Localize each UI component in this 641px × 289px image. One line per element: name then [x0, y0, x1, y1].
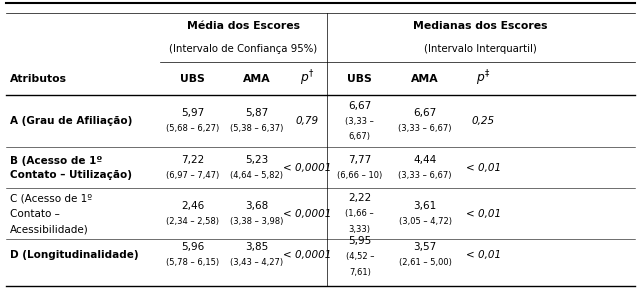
Text: (5,68 – 6,27): (5,68 – 6,27) — [166, 125, 219, 134]
Text: (5,38 – 6,37): (5,38 – 6,37) — [229, 125, 283, 134]
Text: Contato –: Contato – — [10, 209, 60, 219]
Text: UBS: UBS — [180, 74, 205, 84]
Text: < 0,0001: < 0,0001 — [283, 163, 331, 173]
Text: 5,23: 5,23 — [245, 155, 268, 165]
Text: 5,95: 5,95 — [348, 236, 371, 246]
Text: (3,33 – 6,67): (3,33 – 6,67) — [398, 125, 452, 134]
Text: 7,77: 7,77 — [348, 155, 371, 165]
Text: (3,05 – 4,72): (3,05 – 4,72) — [399, 217, 452, 226]
Text: (Intervalo Interquartil): (Intervalo Interquartil) — [424, 44, 537, 54]
Text: (5,78 – 6,15): (5,78 – 6,15) — [166, 258, 219, 267]
Text: (6,97 – 7,47): (6,97 – 7,47) — [166, 171, 219, 180]
Text: 5,97: 5,97 — [181, 108, 204, 118]
Text: 3,85: 3,85 — [245, 242, 268, 252]
Text: < 0,01: < 0,01 — [465, 250, 501, 260]
Text: Atributos: Atributos — [10, 74, 67, 84]
Text: AMA: AMA — [412, 74, 439, 84]
Text: Contato – Utilização): Contato – Utilização) — [10, 170, 131, 180]
Text: (4,64 – 5,82): (4,64 – 5,82) — [230, 171, 283, 180]
Text: 5,96: 5,96 — [181, 242, 204, 252]
Text: 6,67): 6,67) — [349, 132, 370, 141]
Text: 0,79: 0,79 — [296, 116, 319, 126]
Text: 0,25: 0,25 — [472, 116, 495, 126]
Text: (6,66 – 10): (6,66 – 10) — [337, 171, 383, 180]
Text: (Intervalo de Confiança 95%): (Intervalo de Confiança 95%) — [169, 44, 318, 54]
Text: 6,67: 6,67 — [348, 101, 371, 111]
Text: $\mathit{p}^{‡}$: $\mathit{p}^{‡}$ — [476, 69, 490, 88]
Text: 3,33): 3,33) — [349, 225, 370, 234]
Text: (3,43 – 4,27): (3,43 – 4,27) — [230, 258, 283, 267]
Text: Acessibilidade): Acessibilidade) — [10, 225, 88, 234]
Text: C (Acesso de 1º: C (Acesso de 1º — [10, 193, 92, 203]
Text: (3,33 – 6,67): (3,33 – 6,67) — [398, 171, 452, 180]
Text: Medianas dos Escores: Medianas dos Escores — [413, 21, 548, 31]
Text: 7,61): 7,61) — [349, 268, 370, 277]
Text: 2,22: 2,22 — [348, 193, 371, 203]
Text: < 0,01: < 0,01 — [465, 163, 501, 173]
Text: AMA: AMA — [242, 74, 271, 84]
Text: (2,61 – 5,00): (2,61 – 5,00) — [399, 258, 451, 267]
Text: D (Longitudinalidade): D (Longitudinalidade) — [10, 250, 138, 260]
Text: UBS: UBS — [347, 74, 372, 84]
Text: (4,52 –: (4,52 – — [345, 252, 374, 261]
Text: 2,46: 2,46 — [181, 201, 204, 211]
Text: 3,68: 3,68 — [245, 201, 268, 211]
Text: 7,22: 7,22 — [181, 155, 204, 165]
Text: (1,66 –: (1,66 – — [345, 210, 374, 218]
Text: (3,38 – 3,98): (3,38 – 3,98) — [229, 217, 283, 226]
Text: A (Grau de Afiliação): A (Grau de Afiliação) — [10, 116, 132, 126]
Text: Média dos Escores: Média dos Escores — [187, 21, 300, 31]
Text: 5,87: 5,87 — [245, 108, 268, 118]
Text: 3,57: 3,57 — [413, 242, 437, 252]
Text: < 0,0001: < 0,0001 — [283, 209, 331, 219]
Text: 6,67: 6,67 — [413, 108, 437, 118]
Text: (2,34 – 2,58): (2,34 – 2,58) — [166, 217, 219, 226]
Text: $\mathit{p}^{†}$: $\mathit{p}^{†}$ — [300, 69, 315, 88]
Text: < 0,0001: < 0,0001 — [283, 250, 331, 260]
Text: B (Acesso de 1º: B (Acesso de 1º — [10, 156, 102, 166]
Text: 4,44: 4,44 — [413, 155, 437, 165]
Text: < 0,01: < 0,01 — [465, 209, 501, 219]
Text: (3,33 –: (3,33 – — [345, 117, 374, 126]
Text: 3,61: 3,61 — [413, 201, 437, 211]
